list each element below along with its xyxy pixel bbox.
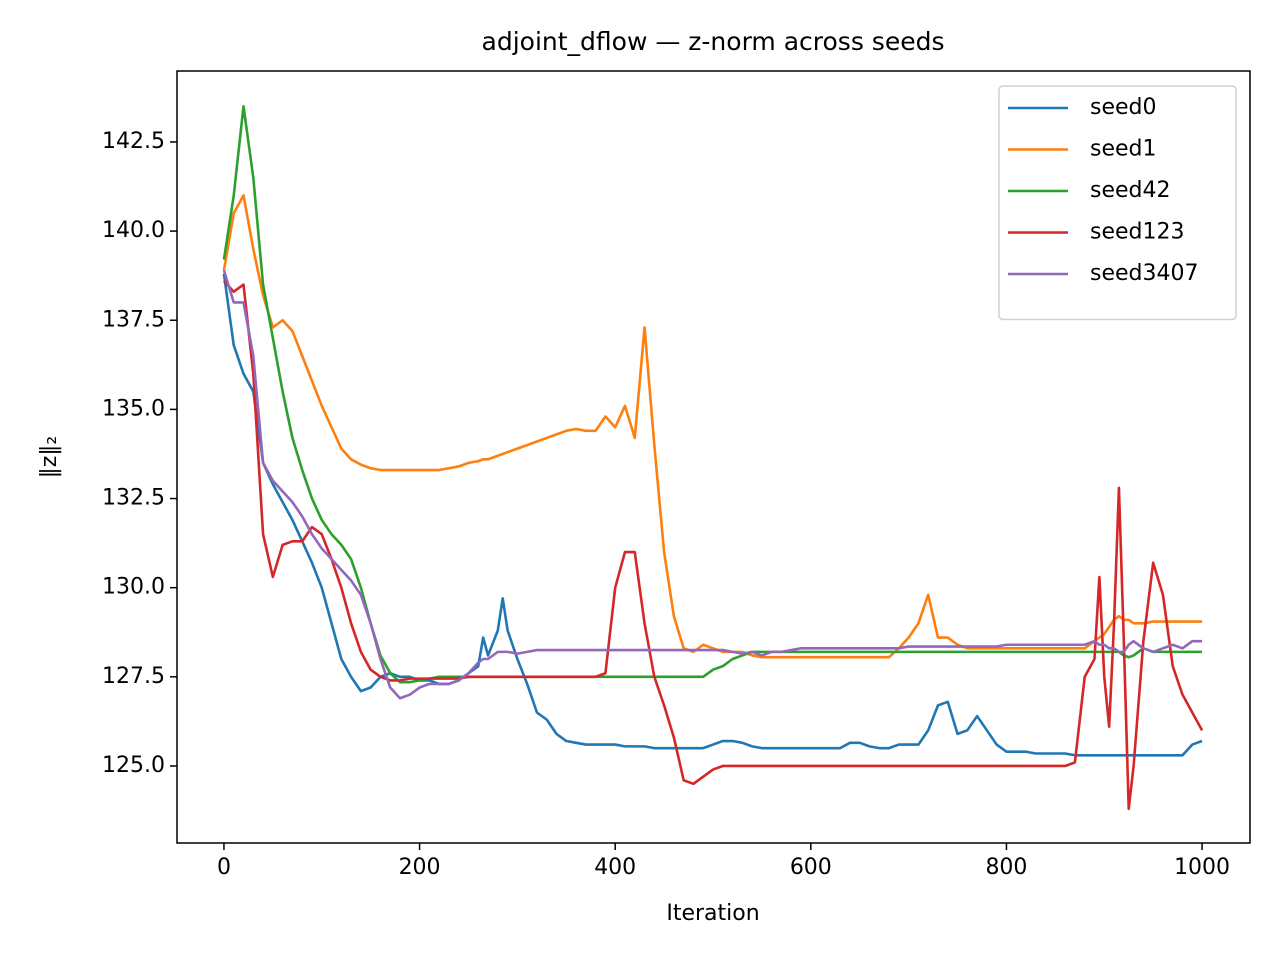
legend-label: seed1: [1090, 137, 1157, 162]
y-tick-label: 142.5: [102, 129, 165, 154]
chart-title: adjoint_dflow — z-norm across seeds: [482, 27, 945, 56]
y-tick-label: 125.0: [102, 753, 165, 778]
legend-label: seed3407: [1090, 261, 1199, 286]
x-tick-label: 0: [217, 855, 231, 880]
x-tick-label: 600: [790, 855, 832, 880]
y-tick-label: 137.5: [102, 307, 165, 332]
legend-label: seed0: [1090, 95, 1157, 120]
series-line: [222, 194, 1203, 659]
y-tick-label: 132.5: [102, 486, 165, 511]
y-axis-label: ‖z‖₂: [37, 436, 62, 478]
y-tick-label: 130.0: [102, 575, 165, 600]
y-tick-label: 140.0: [102, 218, 165, 243]
series-line: [222, 273, 1203, 757]
plot-frame: [176, 70, 1251, 844]
y-tick-label: 127.5: [102, 664, 165, 689]
x-axis-label: Iteration: [666, 901, 759, 926]
series-line: [222, 280, 1204, 811]
x-tick-label: 400: [594, 855, 636, 880]
x-tick-label: 200: [399, 855, 441, 880]
series-line: [222, 269, 1203, 700]
x-tick-label: 1000: [1174, 855, 1230, 880]
legend-label: seed123: [1090, 220, 1185, 245]
x-tick-label: 800: [985, 855, 1027, 880]
legend-label: seed42: [1090, 178, 1171, 203]
y-tick-label: 135.0: [102, 396, 165, 421]
legend-box: [998, 85, 1237, 321]
